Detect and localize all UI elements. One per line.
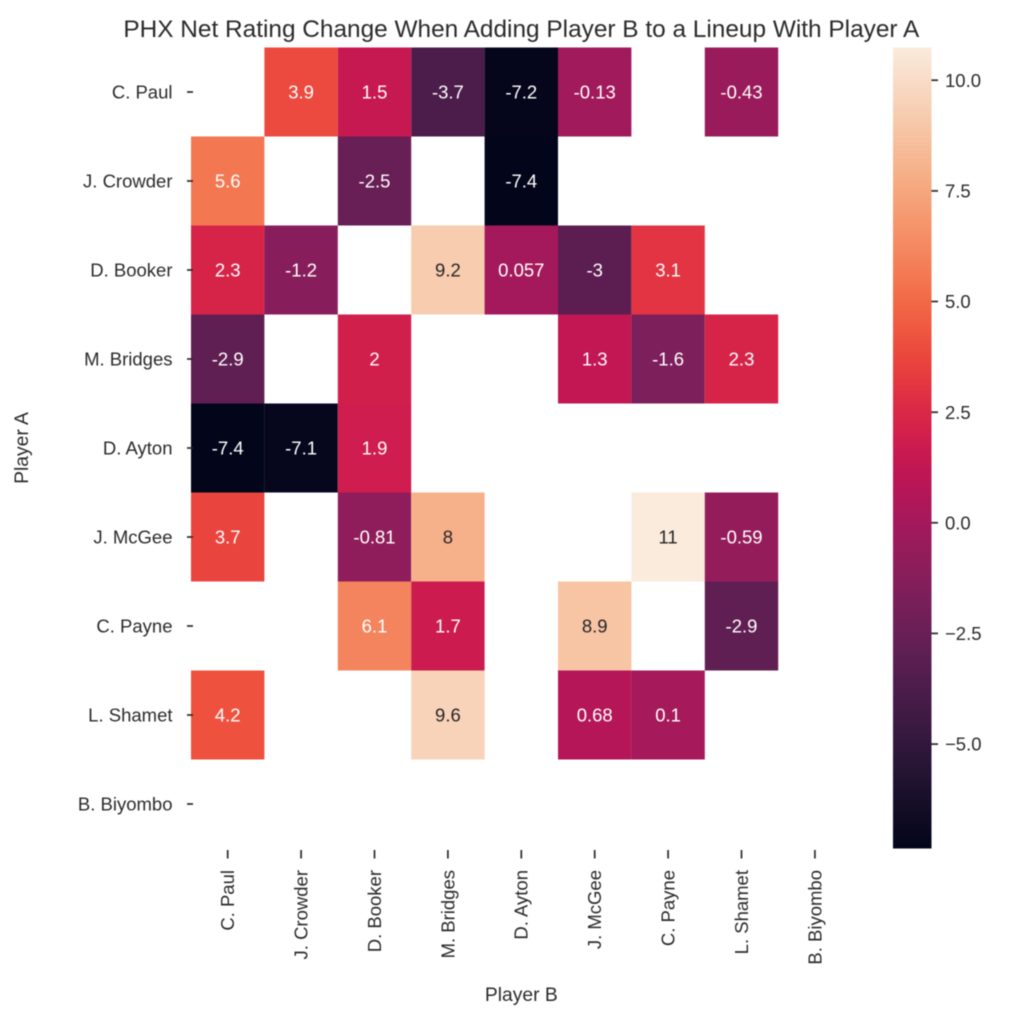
svg-text:1.9: 1.9 [362, 438, 388, 459]
svg-text:0.057: 0.057 [498, 260, 544, 281]
svg-text:-0.13: -0.13 [574, 82, 616, 103]
svg-text:-3: -3 [586, 260, 602, 281]
svg-text:2: 2 [369, 349, 379, 370]
svg-text:-7.4: -7.4 [505, 171, 537, 192]
svg-text:J. Crowder: J. Crowder [83, 171, 172, 192]
svg-text:C. Payne: C. Payne [658, 870, 679, 946]
svg-text:7.5: 7.5 [945, 181, 971, 202]
svg-text:-2.9: -2.9 [726, 616, 758, 637]
svg-text:-0.59: -0.59 [720, 527, 762, 548]
svg-text:C. Payne: C. Payne [96, 616, 172, 637]
svg-text:0.68: 0.68 [577, 705, 613, 726]
svg-text:11: 11 [658, 527, 677, 548]
svg-text:Player A: Player A [12, 412, 33, 484]
svg-text:3.9: 3.9 [288, 82, 314, 103]
svg-text:-7.1: -7.1 [285, 438, 317, 459]
svg-text:J. McGee: J. McGee [584, 870, 605, 949]
svg-text:8: 8 [443, 527, 453, 548]
svg-text:L. Shamet: L. Shamet [731, 870, 752, 954]
svg-text:-7.4: -7.4 [212, 438, 244, 459]
svg-text:D. Ayton: D. Ayton [103, 438, 173, 459]
svg-text:10.0: 10.0 [945, 70, 981, 91]
svg-text:8.9: 8.9 [582, 616, 608, 637]
svg-text:-7.2: -7.2 [505, 82, 537, 103]
svg-text:6.1: 6.1 [362, 616, 388, 637]
svg-text:1.3: 1.3 [582, 349, 608, 370]
svg-text:2.3: 2.3 [729, 349, 755, 370]
svg-text:−5.0: −5.0 [945, 734, 982, 755]
svg-text:J. McGee: J. McGee [93, 527, 172, 548]
svg-text:1.7: 1.7 [435, 616, 461, 637]
svg-text:C. Paul: C. Paul [112, 82, 173, 103]
svg-text:5.6: 5.6 [215, 171, 241, 192]
svg-text:-2.9: -2.9 [212, 349, 244, 370]
svg-text:3.7: 3.7 [215, 527, 241, 548]
svg-text:L. Shamet: L. Shamet [88, 705, 172, 726]
svg-text:0.1: 0.1 [655, 705, 681, 726]
svg-text:C. Paul: C. Paul [217, 870, 238, 931]
svg-text:PHX Net Rating Change When Add: PHX Net Rating Change When Adding Player… [123, 16, 920, 43]
svg-text:0.0: 0.0 [945, 512, 971, 533]
svg-text:-0.43: -0.43 [720, 82, 762, 103]
svg-text:D. Ayton: D. Ayton [511, 870, 532, 940]
svg-text:M. Bridges: M. Bridges [84, 349, 172, 370]
svg-text:2.5: 2.5 [945, 402, 971, 423]
svg-text:D. Booker: D. Booker [90, 260, 172, 281]
svg-text:Player B: Player B [485, 985, 558, 1006]
svg-text:4.2: 4.2 [215, 705, 241, 726]
svg-text:3.1: 3.1 [655, 260, 681, 281]
svg-text:1.5: 1.5 [362, 82, 388, 103]
svg-text:J. Crowder: J. Crowder [291, 870, 312, 959]
svg-text:B. Biyombo: B. Biyombo [78, 794, 173, 815]
svg-text:-1.6: -1.6 [652, 349, 684, 370]
svg-text:5.0: 5.0 [945, 291, 971, 312]
svg-text:-2.5: -2.5 [359, 171, 391, 192]
svg-text:-0.81: -0.81 [353, 527, 395, 548]
svg-text:9.6: 9.6 [435, 705, 461, 726]
svg-text:9.2: 9.2 [435, 260, 461, 281]
svg-text:D. Booker: D. Booker [364, 870, 385, 952]
svg-text:M. Bridges: M. Bridges [437, 870, 458, 958]
svg-text:2.3: 2.3 [215, 260, 241, 281]
svg-text:−2.5: −2.5 [945, 623, 982, 644]
svg-text:-3.7: -3.7 [432, 82, 464, 103]
svg-text:-1.2: -1.2 [285, 260, 317, 281]
svg-text:B. Biyombo: B. Biyombo [804, 870, 825, 965]
